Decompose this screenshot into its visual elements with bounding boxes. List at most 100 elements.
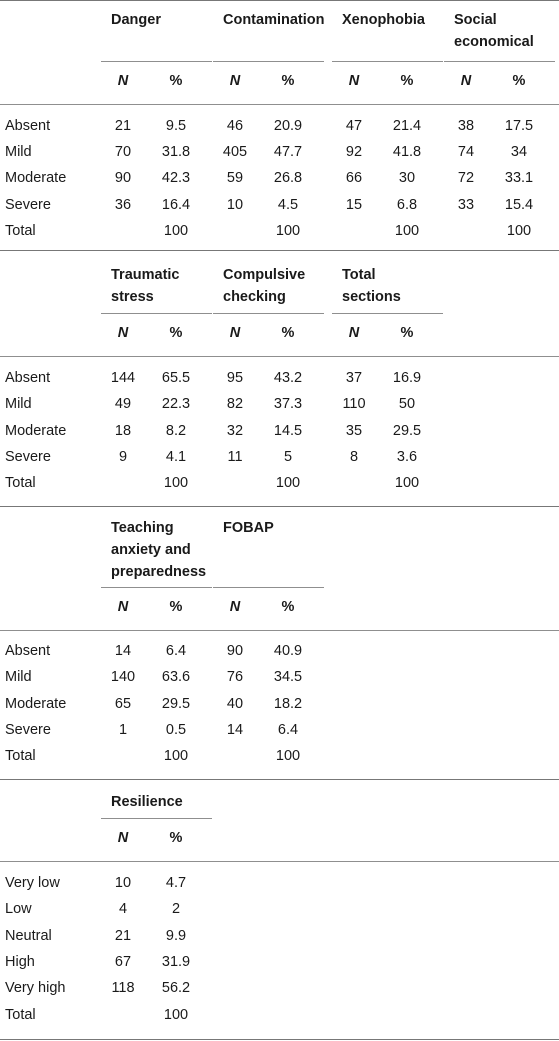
cell-n: 82 [226, 396, 244, 413]
cell-n: 110 [342, 396, 366, 413]
cell-n: 38 [457, 118, 475, 134]
column-group-header: Resilience [111, 794, 183, 810]
cell-percent: 100 [163, 748, 189, 765]
cell-n: 72 [457, 170, 475, 187]
column-group-header: sections [342, 289, 401, 305]
cell-percent: 6.4 [165, 643, 187, 659]
cell-n: 90 [226, 643, 244, 659]
row-label: Total [5, 475, 36, 492]
column-group-header: economical [454, 34, 534, 50]
row-label: Very low [5, 875, 60, 891]
cell-n: 59 [226, 170, 244, 187]
cell-percent: 47.7 [273, 144, 303, 161]
column-group-header: Xenophobia [342, 12, 425, 28]
cell-percent: 63.6 [161, 669, 191, 686]
cell-n: 15 [345, 196, 363, 213]
row-label: Moderate [5, 695, 67, 712]
cell-percent: 100 [275, 748, 301, 765]
cell-percent: 0.5 [165, 721, 187, 738]
cell-n: 18 [114, 422, 132, 439]
cell-percent: 6.4 [277, 721, 299, 738]
group-underline [444, 61, 555, 62]
cell-percent: 31.9 [161, 953, 191, 970]
cell-percent: 4.1 [165, 448, 187, 465]
cell-percent: 56.2 [161, 980, 191, 997]
column-group-header: stress [111, 289, 154, 305]
cell-percent: 18.2 [273, 695, 303, 712]
cell-n: 33 [457, 196, 475, 213]
row-label: Severe [5, 448, 51, 465]
cell-percent: 8.2 [165, 422, 187, 439]
row-label: Neutral [5, 927, 52, 944]
cell-percent: 9.5 [165, 118, 187, 134]
sub-header-percent: % [512, 73, 526, 89]
cell-n: 66 [345, 170, 363, 187]
column-group-header: checking [223, 289, 286, 305]
sub-header-percent: % [400, 73, 414, 89]
sub-header-n: N [229, 325, 241, 341]
column-group-header: Compulsive [223, 267, 306, 283]
cell-n: 70 [114, 144, 132, 161]
section-bottom-border [0, 250, 559, 251]
sub-header-percent: % [281, 599, 295, 615]
sub-header-percent: % [281, 73, 295, 89]
cell-n: 67 [114, 953, 132, 970]
cell-n: 10 [226, 196, 244, 213]
sub-header-percent: % [400, 325, 414, 341]
cell-percent: 40.9 [273, 643, 303, 659]
row-label: Severe [5, 196, 51, 213]
row-label: Moderate [5, 170, 67, 187]
cell-percent: 43.2 [273, 370, 303, 386]
cell-percent: 14.5 [273, 422, 303, 439]
sub-header-n: N [229, 599, 241, 615]
cell-percent: 42.3 [161, 170, 191, 187]
row-label: Absent [5, 118, 51, 134]
cell-percent: 100 [506, 222, 532, 239]
cell-percent: 16.9 [392, 370, 422, 386]
sub-header-percent: % [169, 325, 183, 341]
cell-n: 140 [110, 669, 136, 686]
cell-n: 65 [114, 695, 132, 712]
cell-n: 92 [345, 144, 363, 161]
cell-n: 76 [226, 669, 244, 686]
sub-header-n: N [117, 830, 129, 846]
cell-percent: 33.1 [504, 170, 534, 187]
cell-n: 46 [226, 118, 244, 134]
row-label: Total [5, 222, 36, 239]
cell-n: 144 [110, 370, 136, 386]
cell-percent: 17.5 [504, 118, 534, 134]
column-group-header: Traumatic [111, 267, 180, 283]
cell-n: 37 [345, 370, 363, 386]
row-label: Mild [5, 396, 32, 413]
cell-n: 47 [345, 118, 363, 134]
cell-n: 74 [457, 144, 475, 161]
cell-percent: 5 [283, 448, 293, 465]
cell-n: 21 [114, 118, 132, 134]
cell-n: 405 [222, 144, 248, 161]
cell-percent: 100 [275, 222, 301, 239]
sub-header-n: N [348, 325, 360, 341]
cell-percent: 2 [171, 901, 181, 918]
section-bottom-border [0, 506, 559, 507]
row-label: Low [5, 901, 32, 918]
cell-n: 9 [118, 448, 128, 465]
sub-header-n: N [348, 73, 360, 89]
cell-n: 11 [227, 448, 243, 465]
sub-header-percent: % [169, 599, 183, 615]
group-underline [213, 587, 324, 588]
column-group-header: Danger [111, 12, 161, 28]
cell-percent: 34.5 [273, 669, 303, 686]
row-label: Moderate [5, 422, 67, 439]
cell-percent: 22.3 [161, 396, 191, 413]
cell-percent: 4.7 [165, 875, 187, 891]
sub-header-n: N [229, 73, 241, 89]
cell-percent: 31.8 [161, 144, 191, 161]
row-label: Absent [5, 370, 51, 386]
column-group-header: preparedness [111, 564, 207, 580]
sub-header-underline [0, 356, 559, 357]
cell-percent: 9.9 [165, 927, 187, 944]
cell-percent: 26.8 [273, 170, 303, 187]
section-bottom-border [0, 1039, 559, 1040]
cell-percent: 15.4 [504, 196, 534, 213]
